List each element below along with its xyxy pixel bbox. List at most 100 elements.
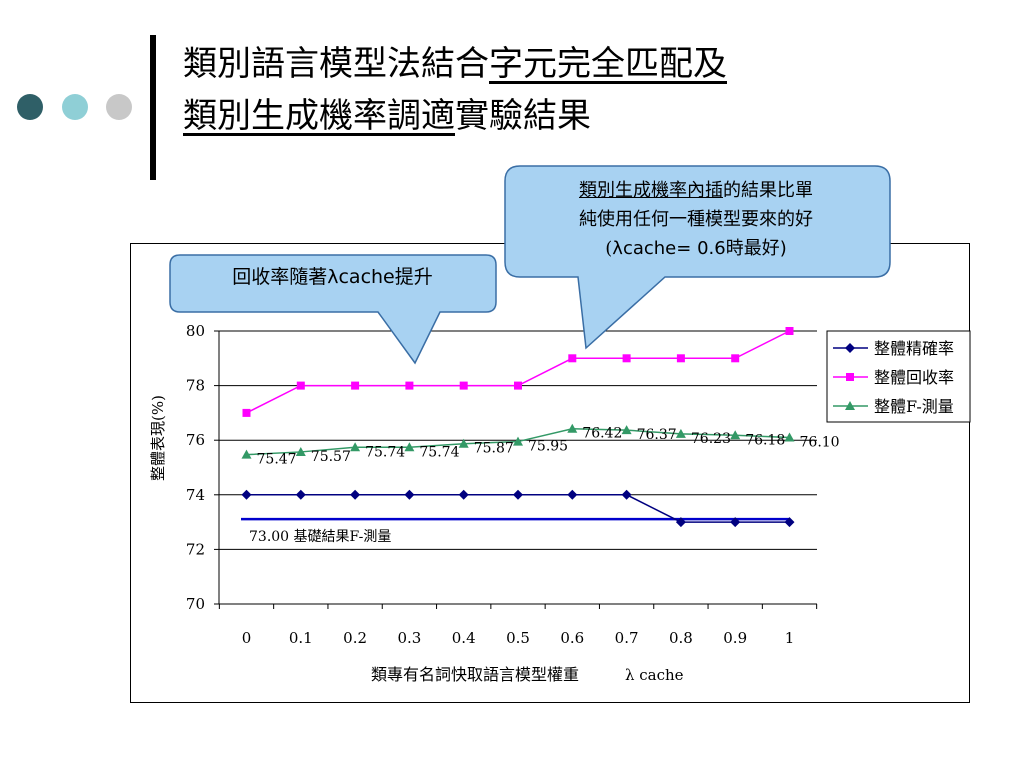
callout-interpolation-underlined: 類別生成機率內插 bbox=[579, 180, 723, 201]
series-point bbox=[567, 489, 578, 500]
y-tick-label: 70 bbox=[186, 595, 205, 613]
callout-interpolation-paren: ( bbox=[605, 238, 613, 259]
title-line-1: 類別語言模型法結合字元完全匹配及 bbox=[183, 38, 983, 90]
decorative-dot-dark bbox=[17, 94, 43, 120]
title-line-2-part-2: 實驗結果 bbox=[455, 96, 591, 136]
callout-interpolation-line-2: 純使用任何一種模型要來的好 bbox=[579, 209, 813, 230]
title-line-1-part-1: 類別語言模型法結合 bbox=[183, 44, 489, 84]
series-point bbox=[350, 489, 361, 500]
series-point bbox=[513, 436, 523, 446]
series-point bbox=[784, 517, 795, 528]
series-point bbox=[785, 327, 794, 335]
x-tick-label: 0.7 bbox=[615, 629, 639, 647]
series-group bbox=[241, 327, 795, 528]
series-point bbox=[513, 489, 523, 500]
legend-marker bbox=[846, 373, 854, 381]
legend-marker bbox=[845, 343, 855, 353]
series-point bbox=[514, 381, 522, 390]
x-tick-label: 0.5 bbox=[506, 629, 530, 647]
series-point bbox=[241, 449, 252, 459]
callout-interpolation-line-1: 類別生成機率內插的結果比單 bbox=[508, 176, 884, 205]
data-label: 76.10 bbox=[800, 434, 840, 450]
callout-interpolation-text: 類別生成機率內插的結果比單 純使用任何一種模型要來的好 (λcache= 0.6… bbox=[508, 176, 884, 263]
x-tick-label: 0.9 bbox=[723, 629, 747, 647]
legend-marker bbox=[845, 401, 855, 410]
series-point bbox=[731, 354, 740, 363]
title-line-2-part-1: 類別生成機率調適 bbox=[183, 96, 455, 136]
series-point bbox=[730, 517, 741, 528]
x-tick-label: 0.3 bbox=[397, 629, 421, 647]
data-label: 75.57 bbox=[311, 449, 351, 465]
title-line-2: 類別生成機率調適實驗結果 bbox=[183, 90, 983, 142]
series-point bbox=[622, 354, 631, 363]
title-divider-bar bbox=[150, 35, 156, 180]
series-point bbox=[296, 381, 305, 390]
x-tick-label: 0.2 bbox=[343, 629, 367, 647]
slide-title: 類別語言模型法結合字元完全匹配及 類別生成機率調適實驗結果 bbox=[183, 38, 983, 142]
series-point bbox=[351, 381, 360, 390]
y-tick-label: 80 bbox=[186, 322, 205, 340]
x-tick-label: 0.4 bbox=[452, 629, 476, 647]
series-point bbox=[405, 381, 414, 390]
legend-label: 整體回收率 bbox=[874, 368, 954, 387]
series-point bbox=[675, 428, 686, 438]
baseline-group: 73.00 基礎結果F-測量 bbox=[241, 517, 790, 545]
series-point bbox=[458, 489, 469, 500]
series-point bbox=[730, 430, 741, 440]
series-point bbox=[241, 489, 252, 500]
series-point bbox=[621, 489, 632, 500]
callout-recall-text-after: cache提升 bbox=[338, 266, 433, 288]
decorative-dot-light bbox=[62, 94, 88, 120]
data-label: 76.18 bbox=[745, 432, 785, 448]
y-tick-label: 72 bbox=[186, 540, 205, 558]
x-axis-title-lambda: λ cache bbox=[625, 666, 684, 684]
series-point bbox=[459, 381, 468, 390]
legend-label: 整體F-測量 bbox=[874, 397, 954, 416]
x-tick-label: 0 bbox=[242, 629, 252, 647]
baseline-label: 73.00 基礎結果F-測量 bbox=[249, 528, 391, 545]
series-point bbox=[295, 446, 306, 456]
callout-recall-text: 回收率隨著λcache提升 bbox=[170, 262, 495, 292]
callout-interpolation-line-1-rest: 的結果比單 bbox=[723, 180, 813, 201]
series-point bbox=[350, 442, 361, 452]
callout-recall-text-before: 回收率隨著 bbox=[232, 266, 328, 288]
data-label: 75.47 bbox=[257, 452, 297, 468]
data-label: 75.74 bbox=[365, 444, 405, 460]
callout-interpolation-shape bbox=[504, 165, 891, 350]
series-point bbox=[784, 432, 795, 442]
decorative-dot-grey bbox=[106, 94, 132, 120]
callout-recall-shape bbox=[169, 254, 497, 365]
x-tick-label: 0.8 bbox=[669, 629, 693, 647]
callout-recall-lambda: λ bbox=[327, 266, 339, 288]
callout-interpolation-line-3-rest: cache= 0.6時最好) bbox=[622, 238, 787, 259]
callout-interpolation-lambda: λ bbox=[612, 238, 623, 259]
data-label: 75.74 bbox=[419, 444, 459, 460]
x-tick-label: 0.6 bbox=[560, 629, 584, 647]
series-point bbox=[242, 408, 251, 417]
series-point bbox=[675, 517, 686, 528]
series-point bbox=[404, 442, 415, 452]
y-tick-label: 78 bbox=[186, 377, 205, 395]
series-point bbox=[567, 423, 578, 433]
series-point bbox=[295, 489, 306, 500]
chart-axes: 70 72 74 76 78 80 0 0.1 0.2 0.3 0.4 0.5 0.6 0.7 0.8 0.9… bbox=[186, 322, 818, 647]
data-label: 76.37 bbox=[637, 427, 677, 443]
data-label: 76.23 bbox=[691, 431, 731, 447]
x-tick-label: 0.1 bbox=[289, 629, 313, 647]
series-point bbox=[404, 489, 415, 500]
series-point bbox=[676, 354, 685, 363]
title-line-1-part-2: 字元完全匹配及 bbox=[489, 44, 727, 84]
y-tick-label: 74 bbox=[186, 486, 205, 504]
data-label: 75.87 bbox=[474, 441, 514, 457]
legend-label: 整體精確率 bbox=[874, 339, 954, 358]
y-tick-label: 76 bbox=[186, 431, 205, 449]
series-point bbox=[458, 438, 469, 448]
series-point bbox=[568, 354, 577, 363]
x-axis-title: 類專有名詞快取語言模型權重 bbox=[371, 665, 579, 684]
x-tick-label: 1 bbox=[785, 629, 795, 647]
callout-interpolation-line-3: (λcache= 0.6時最好) bbox=[508, 234, 884, 263]
y-axis-title: 整體表現(%) bbox=[149, 395, 167, 481]
data-labels-group: 75.47 75.57 75.74 75.74 75.87 75.95 76.42 76.37… bbox=[257, 426, 840, 468]
